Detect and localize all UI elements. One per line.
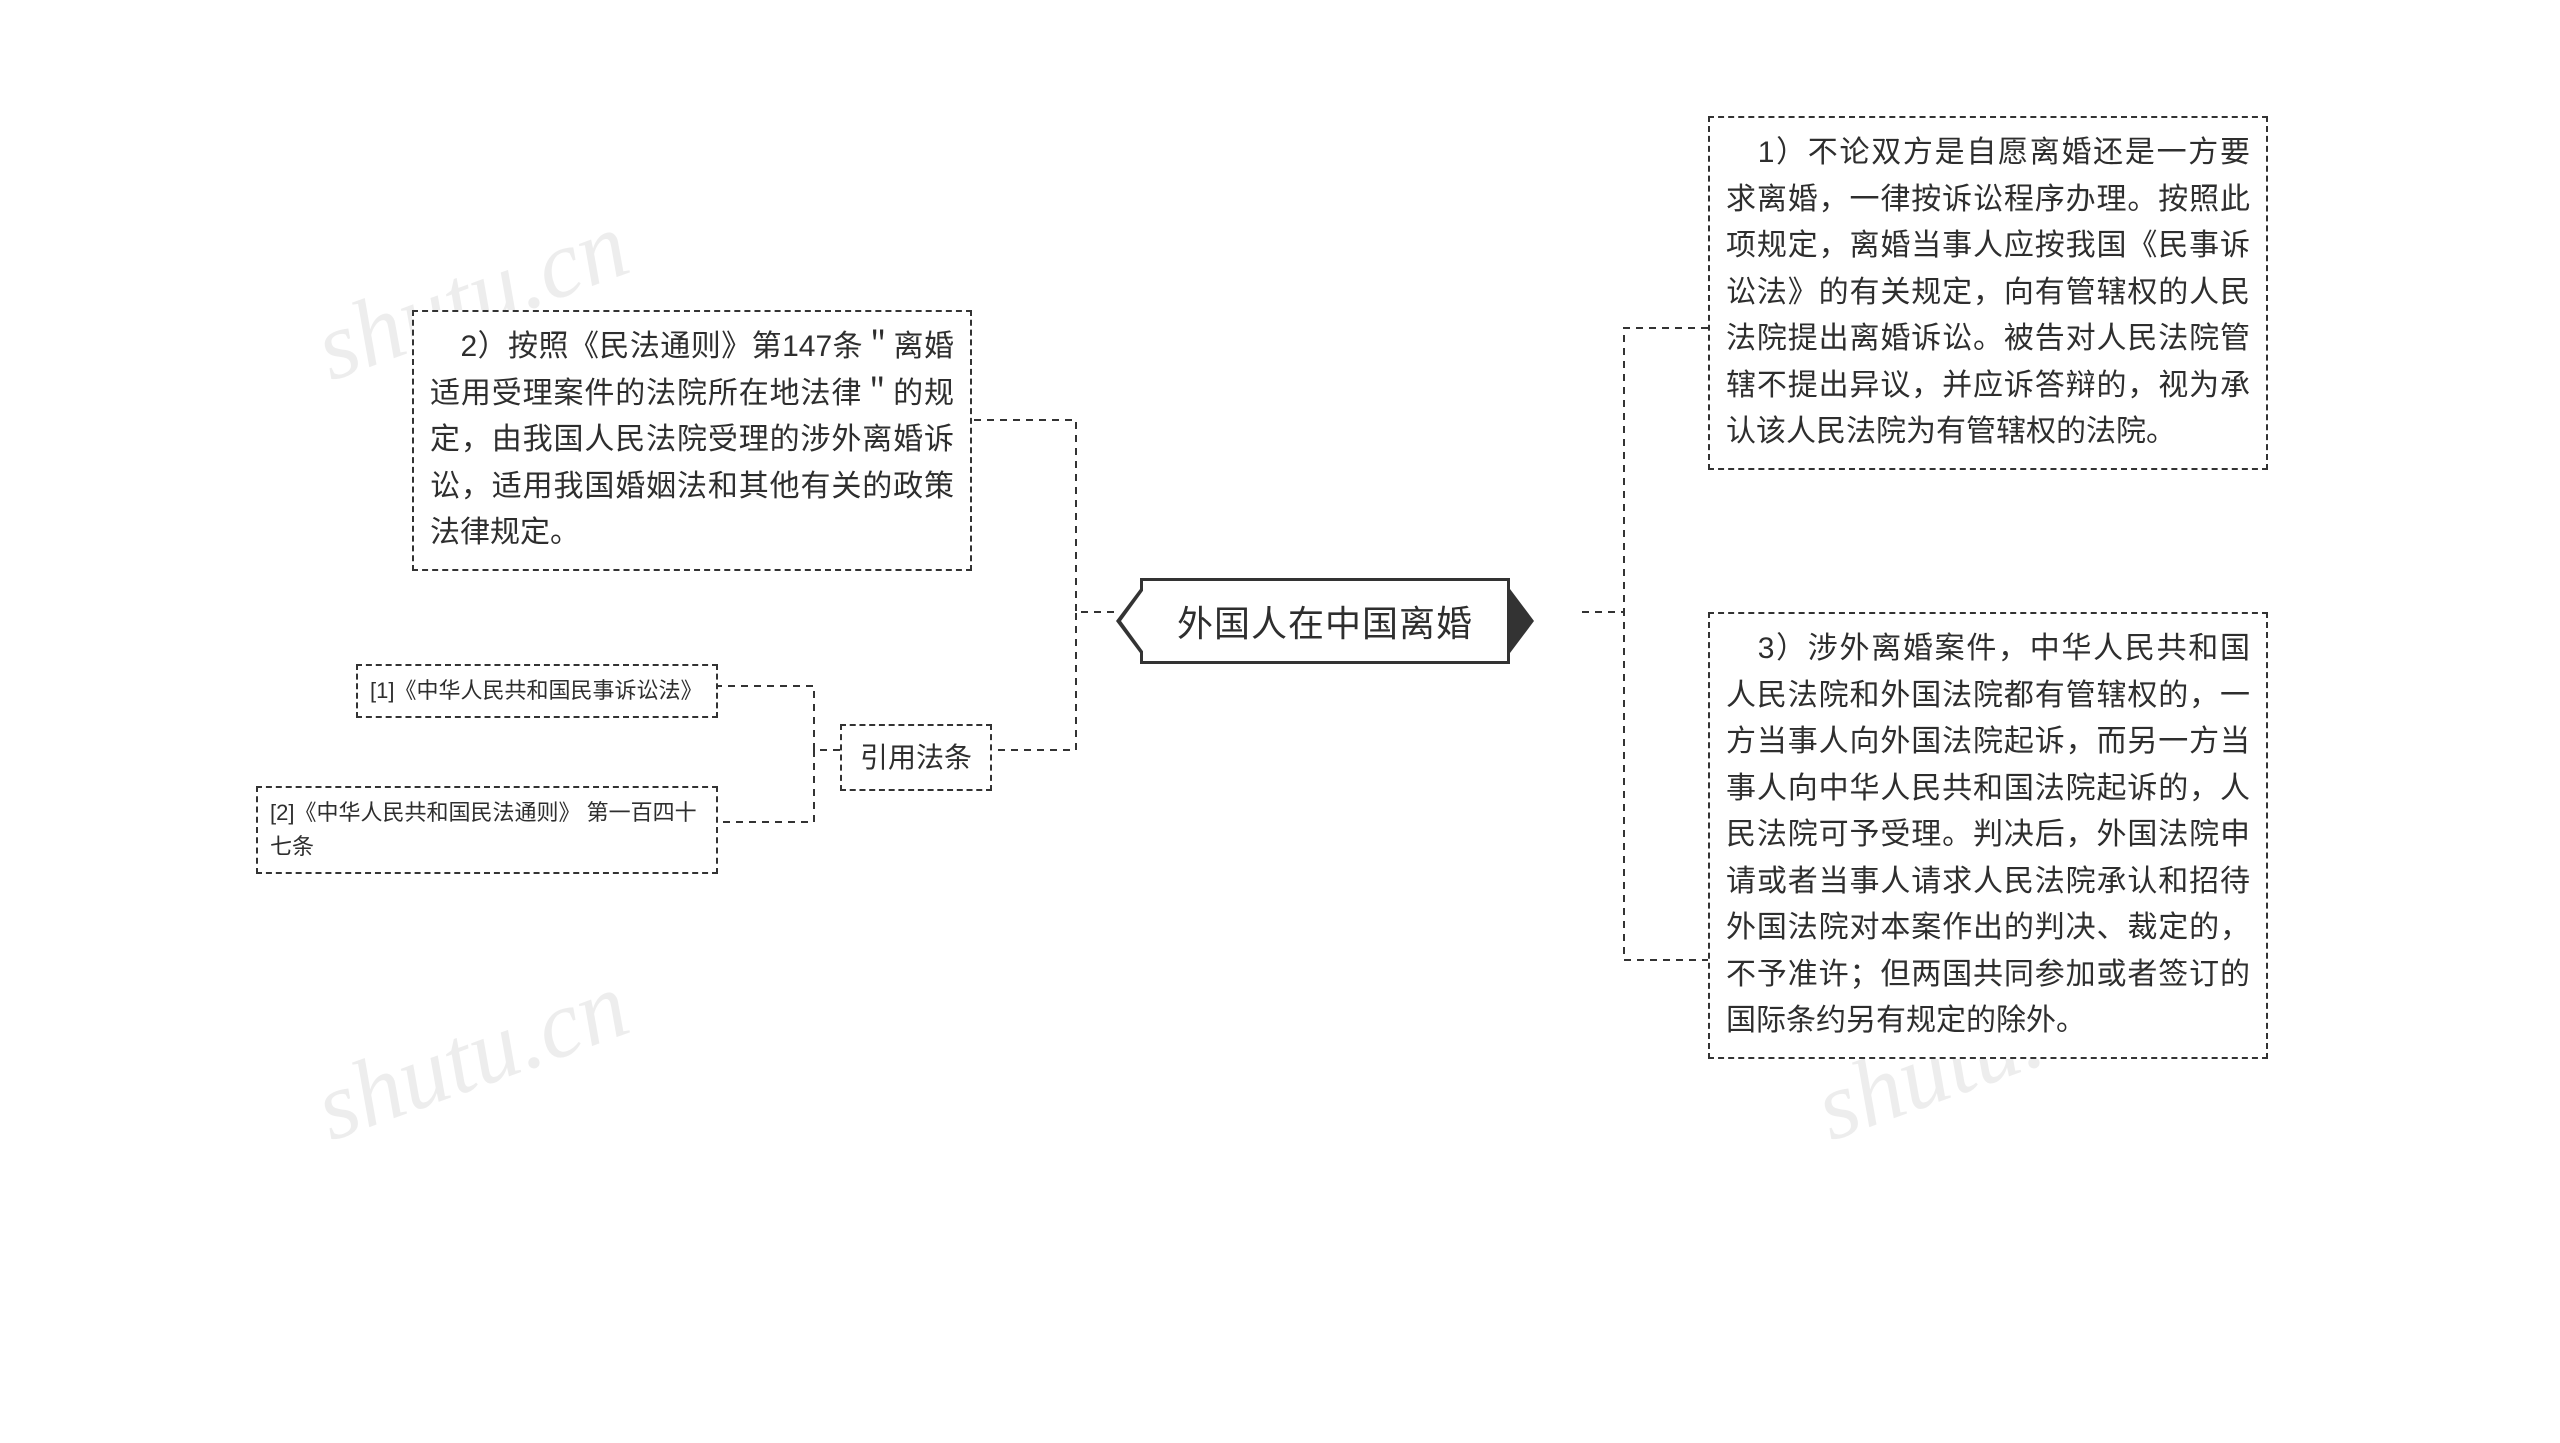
center-node: 外国人在中国离婚 bbox=[1140, 578, 1510, 664]
center-node-label: 外国人在中国离婚 bbox=[1177, 603, 1473, 644]
reference-1: [1]《中华人民共和国民事诉讼法》 bbox=[356, 664, 718, 718]
left-node-2: 2）按照《民法通则》第147条＂离婚适用受理案件的法院所在地法律＂的规定，由我国… bbox=[412, 310, 972, 571]
citation-label: 引用法条 bbox=[840, 724, 992, 791]
watermark: shutu.cn bbox=[301, 948, 642, 1163]
reference-2: [2]《中华人民共和国民法通则》 第一百四十七条 bbox=[256, 786, 718, 874]
right-node-1: 1）不论双方是自愿离婚还是一方要求离婚，一律按诉讼程序办理。按照此项规定，离婚当… bbox=[1708, 116, 2268, 470]
right-node-3: 3）涉外离婚案件，中华人民共和国人民法院和外国法院都有管辖权的，一方当事人向外国… bbox=[1708, 612, 2268, 1059]
